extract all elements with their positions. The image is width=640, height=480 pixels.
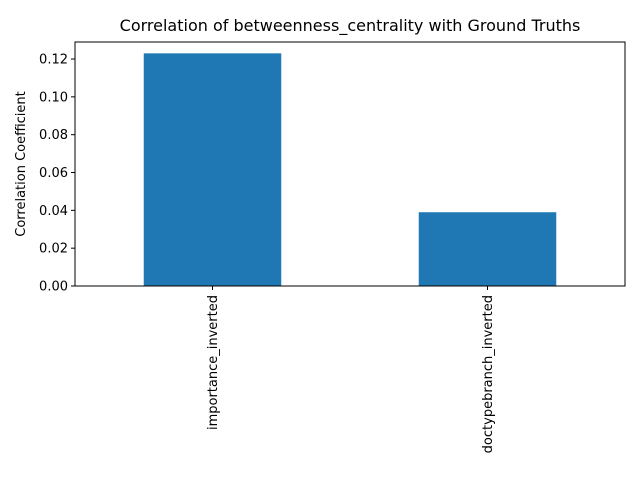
bars-group <box>143 53 557 286</box>
x-axis: importance_inverted doctypebranch_inverte… <box>206 286 496 453</box>
y-tick-label: 0.10 <box>39 90 68 105</box>
y-tick-label: 0.00 <box>39 280 68 295</box>
plot-frame <box>74 41 626 287</box>
y-tick-label: 0.04 <box>39 204 68 219</box>
y-axis: 0.00 0.02 0.04 0.06 0.08 0.10 0.12 <box>39 53 75 295</box>
y-tick-label: 0.12 <box>39 53 68 68</box>
y-axis-label: Correlation Coefficient <box>14 91 29 237</box>
x-tick-label: doctypebranch_inverted <box>481 295 496 453</box>
x-tick-label: importance_inverted <box>206 295 221 430</box>
bar-doctypebranch_inverted <box>418 212 557 286</box>
y-tick-label: 0.02 <box>39 242 68 257</box>
bar-importance_inverted <box>143 53 282 286</box>
y-tick-label: 0.06 <box>39 166 68 181</box>
chart-title: Correlation of betweenness_centrality wi… <box>120 16 581 36</box>
y-tick-label: 0.08 <box>39 128 68 143</box>
